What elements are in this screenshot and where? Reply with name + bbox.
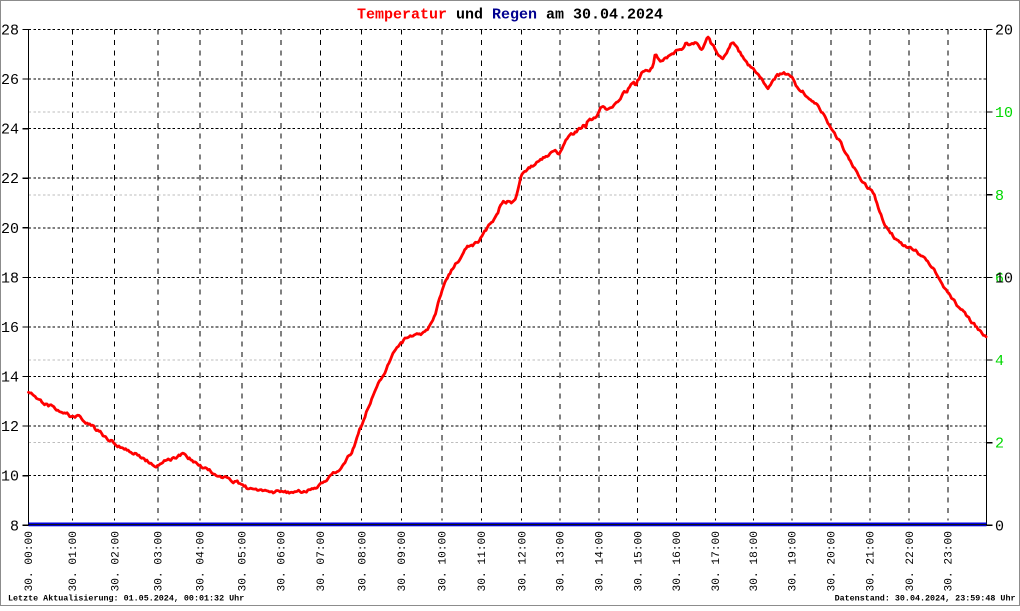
svg-text:30. 03:00: 30. 03:00 — [154, 531, 166, 592]
svg-text:30. 07:00: 30. 07:00 — [316, 531, 328, 592]
svg-text:30. 02:00: 30. 02:00 — [110, 531, 122, 592]
svg-text:30. 01:00: 30. 01:00 — [68, 531, 80, 592]
svg-text:0: 0 — [995, 518, 1004, 535]
svg-text:30. 11:00: 30. 11:00 — [477, 531, 489, 592]
svg-text:30. 16:00: 30. 16:00 — [672, 531, 684, 592]
svg-text:10: 10 — [1, 469, 19, 486]
svg-text:22: 22 — [1, 171, 19, 188]
svg-text:30. 20:00: 30. 20:00 — [826, 531, 838, 592]
svg-text:8: 8 — [10, 518, 19, 535]
svg-text:14: 14 — [1, 370, 19, 387]
svg-text:30. 04:00: 30. 04:00 — [196, 531, 208, 592]
svg-text:30. 14:00: 30. 14:00 — [595, 531, 607, 592]
svg-text:10: 10 — [995, 105, 1013, 122]
svg-text:30. 15:00: 30. 15:00 — [633, 531, 645, 592]
svg-text:Temperatur und Regen am 30.04.: Temperatur und Regen am 30.04.2024 — [357, 6, 663, 23]
svg-text:6: 6 — [995, 270, 1004, 287]
svg-text:30. 12:00: 30. 12:00 — [517, 531, 529, 592]
svg-text:30. 00:00: 30. 00:00 — [24, 531, 36, 592]
svg-text:30. 13:00: 30. 13:00 — [556, 531, 568, 592]
svg-text:30. 09:00: 30. 09:00 — [397, 531, 409, 592]
svg-text:30. 06:00: 30. 06:00 — [277, 531, 289, 592]
svg-text:Letzte Aktualisierung: 01.05.2: Letzte Aktualisierung: 01.05.2024, 00:01… — [8, 594, 244, 604]
svg-text:4: 4 — [995, 353, 1004, 370]
svg-text:16: 16 — [1, 320, 19, 337]
svg-text:28: 28 — [1, 23, 19, 40]
svg-text:8: 8 — [995, 188, 1004, 205]
svg-text:26: 26 — [1, 72, 19, 89]
svg-text:30. 17:00: 30. 17:00 — [711, 531, 723, 592]
svg-text:2: 2 — [995, 436, 1004, 453]
svg-text:30. 10:00: 30. 10:00 — [438, 531, 450, 592]
svg-text:20: 20 — [1, 221, 19, 238]
svg-text:30. 18:00: 30. 18:00 — [749, 531, 761, 592]
svg-text:10: 10 — [995, 270, 1013, 287]
svg-text:20: 20 — [995, 23, 1013, 40]
svg-text:12: 12 — [1, 419, 19, 436]
svg-text:30. 08:00: 30. 08:00 — [357, 531, 369, 592]
svg-text:18: 18 — [1, 270, 19, 287]
svg-text:Datenstand: 30.04.2024, 23:59:: Datenstand: 30.04.2024, 23:59:48 Uhr — [835, 594, 1016, 604]
svg-text:24: 24 — [1, 122, 19, 139]
svg-text:30. 19:00: 30. 19:00 — [788, 531, 800, 592]
svg-text:30. 05:00: 30. 05:00 — [238, 531, 250, 592]
svg-text:30. 22:00: 30. 22:00 — [905, 531, 917, 592]
svg-text:30. 21:00: 30. 21:00 — [866, 531, 878, 592]
svg-text:30. 23:00: 30. 23:00 — [944, 531, 956, 592]
